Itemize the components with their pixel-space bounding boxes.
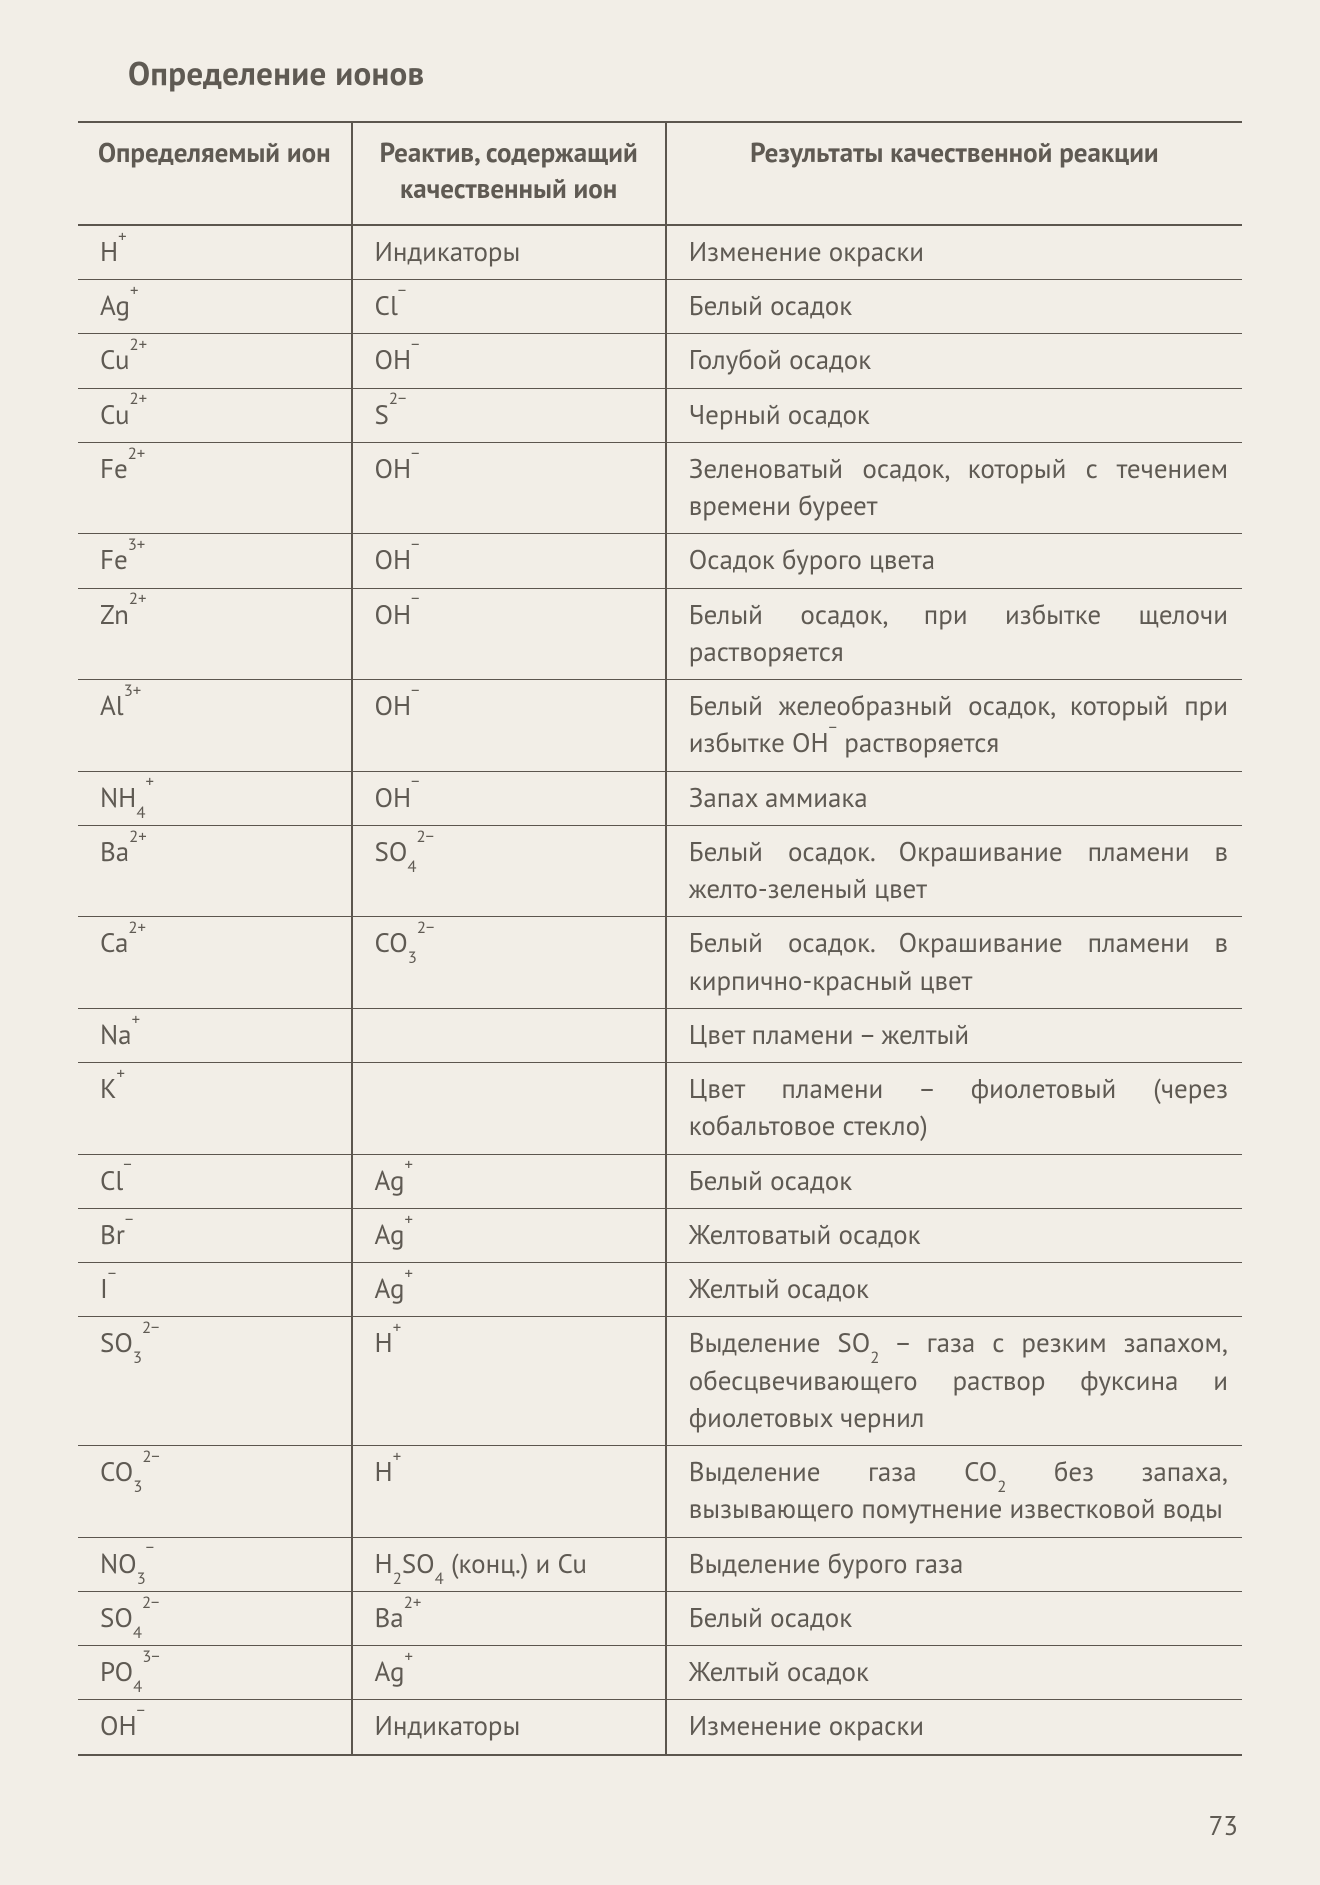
table-header: Определяемый ион Реактив, содержащий кач… <box>78 122 1242 225</box>
cell-reagent: H2SO4 (конц.) и Cu <box>352 1537 666 1591</box>
cell-ion: Br− <box>78 1208 352 1262</box>
cell-result: Белый осадок <box>666 1591 1242 1645</box>
col-header-ion: Определяемый ион <box>78 122 352 225</box>
cell-result: Выделение бурого газа <box>666 1537 1242 1591</box>
cell-reagent: CO32− <box>352 917 666 1009</box>
cell-reagent: OH− <box>352 442 666 534</box>
table-row: OH−ИндикаторыИзменение окраски <box>78 1700 1242 1755</box>
cell-ion: CO32− <box>78 1446 352 1538</box>
table-row: SO32−H+Выделение SO2 – газа с резким зап… <box>78 1317 1242 1446</box>
table-row: CO32−H+Выделение газа CO2 без запаха, вы… <box>78 1446 1242 1538</box>
cell-reagent: Ag+ <box>352 1646 666 1700</box>
cell-reagent: Ag+ <box>352 1208 666 1262</box>
table-row: Zn2+OH−Белый осадок, при избытке щелочи … <box>78 588 1242 680</box>
page-title: Определение ионов <box>128 52 1242 95</box>
page: Определение ионов Определяемый ион Реакт… <box>0 0 1320 1885</box>
cell-ion: NO3− <box>78 1537 352 1591</box>
table-row: Br−Ag+Желтоватый осадок <box>78 1208 1242 1262</box>
table-row: K+ Цвет пламени – фиолетовый (через кобал… <box>78 1063 1242 1155</box>
cell-result: Выделение SO2 – газа с резким запахом, о… <box>666 1317 1242 1446</box>
cell-ion: H+ <box>78 225 352 280</box>
cell-reagent: H+ <box>352 1446 666 1538</box>
col-header-reagent: Реактив, содержащий качественный ион <box>352 122 666 225</box>
cell-reagent: Ag+ <box>352 1263 666 1317</box>
cell-result: Белый осадок <box>666 1154 1242 1208</box>
cell-reagent: OH− <box>352 334 666 388</box>
cell-result: Белый осадок. Окрашивание пламени в желт… <box>666 825 1242 917</box>
cell-reagent: OH− <box>352 771 666 825</box>
cell-ion: Fe2+ <box>78 442 352 534</box>
cell-result: Цвет пламени – фиолетовый (через кобальт… <box>666 1063 1242 1155</box>
cell-reagent: Ba2+ <box>352 1591 666 1645</box>
table-row: Ag+Cl−Белый осадок <box>78 280 1242 334</box>
cell-ion: PO43− <box>78 1646 352 1700</box>
table-row: Fe2+OH−Зеленоватый осадок, который с теч… <box>78 442 1242 534</box>
cell-reagent: H+ <box>352 1317 666 1446</box>
cell-reagent: Ag+ <box>352 1154 666 1208</box>
cell-reagent: Индикаторы <box>352 1700 666 1755</box>
cell-reagent: OH− <box>352 680 666 772</box>
cell-result: Осадок бурого цвета <box>666 534 1242 588</box>
cell-ion: Ba2+ <box>78 825 352 917</box>
cell-result: Желтый осадок <box>666 1263 1242 1317</box>
table-row: Fe3+OH−Осадок бурого цвета <box>78 534 1242 588</box>
cell-ion: Al3+ <box>78 680 352 772</box>
table-row: I−Ag+Желтый осадок <box>78 1263 1242 1317</box>
table-row: Na+ Цвет пламени – желтый <box>78 1008 1242 1062</box>
table-row: NH4+OH−Запах аммиака <box>78 771 1242 825</box>
cell-reagent: OH− <box>352 588 666 680</box>
page-number: 73 <box>1209 1809 1238 1843</box>
cell-reagent: Cl− <box>352 280 666 334</box>
cell-result: Белый осадок <box>666 280 1242 334</box>
table-row: SO42−Ba2+Белый осадок <box>78 1591 1242 1645</box>
cell-ion: Cu2+ <box>78 388 352 442</box>
cell-reagent: Индикаторы <box>352 225 666 280</box>
table-row: Cl−Ag+Белый осадок <box>78 1154 1242 1208</box>
cell-ion: NH4+ <box>78 771 352 825</box>
cell-ion: Ag+ <box>78 280 352 334</box>
cell-ion: Cu2+ <box>78 334 352 388</box>
cell-reagent: OH− <box>352 534 666 588</box>
cell-reagent <box>352 1063 666 1155</box>
cell-ion: K+ <box>78 1063 352 1155</box>
cell-result: Белый осадок, при избытке щелочи раствор… <box>666 588 1242 680</box>
cell-result: Изменение окраски <box>666 1700 1242 1755</box>
cell-result: Зеленоватый осадок, который с течением в… <box>666 442 1242 534</box>
cell-ion: Fe3+ <box>78 534 352 588</box>
cell-result: Желтый осадок <box>666 1646 1242 1700</box>
table-row: PO43−Ag+Желтый осадок <box>78 1646 1242 1700</box>
cell-result: Цвет пламени – желтый <box>666 1008 1242 1062</box>
cell-result: Голубой осадок <box>666 334 1242 388</box>
cell-ion: Cl− <box>78 1154 352 1208</box>
ion-table: Определяемый ион Реактив, содержащий кач… <box>78 121 1242 1756</box>
cell-result: Белый осадок. Окрашивание пламени в кирп… <box>666 917 1242 1009</box>
cell-result: Желтоватый осадок <box>666 1208 1242 1262</box>
table-row: Ba2+SO42−Белый осадок. Окрашивание пламе… <box>78 825 1242 917</box>
cell-ion: SO32− <box>78 1317 352 1446</box>
cell-ion: SO42− <box>78 1591 352 1645</box>
table-row: Ca2+CO32−Белый осадок. Окрашивание пламе… <box>78 917 1242 1009</box>
col-header-result: Результаты качественной реакции <box>666 122 1242 225</box>
cell-result: Выделение газа CO2 без запаха, вызывающе… <box>666 1446 1242 1538</box>
cell-ion: OH− <box>78 1700 352 1755</box>
table-row: Cu2+S2−Черный осадок <box>78 388 1242 442</box>
cell-reagent: S2− <box>352 388 666 442</box>
cell-ion: Zn2+ <box>78 588 352 680</box>
cell-result: Изменение окраски <box>666 225 1242 280</box>
cell-ion: Ca2+ <box>78 917 352 1009</box>
table-row: H+ИндикаторыИзменение окраски <box>78 225 1242 280</box>
cell-reagent: SO42− <box>352 825 666 917</box>
table-row: Al3+OH−Белый желеобразный осадок, которы… <box>78 680 1242 772</box>
table-row: NO3−H2SO4 (конц.) и CuВыделение бурого г… <box>78 1537 1242 1591</box>
cell-reagent <box>352 1008 666 1062</box>
cell-ion: Na+ <box>78 1008 352 1062</box>
cell-ion: I− <box>78 1263 352 1317</box>
cell-result: Черный осадок <box>666 388 1242 442</box>
cell-result: Белый желеобразный осадок, который при и… <box>666 680 1242 772</box>
table-body: H+ИндикаторыИзменение окраскиAg+Cl−Белый… <box>78 225 1242 1755</box>
cell-result: Запах аммиака <box>666 771 1242 825</box>
table-row: Cu2+OH−Голубой осадок <box>78 334 1242 388</box>
